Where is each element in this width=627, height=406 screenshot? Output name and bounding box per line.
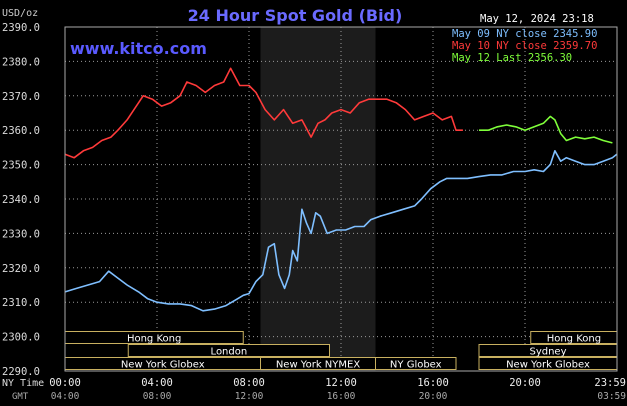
legend-entry-may09: May 09 NY close 2345.90 (452, 28, 597, 40)
x-row-label-gmt: GMT (12, 392, 29, 402)
x-tick-label-ny: 00:00 (49, 377, 81, 389)
y-tick-label: 2360.0 (2, 125, 40, 137)
x-tick-label-ny: 23:59 (594, 377, 626, 389)
y-tick-label: 2330.0 (2, 228, 40, 240)
axes: 2390.0 2380.0 2370.0 2360.0 2350.0 2340.0 2330… (2, 22, 626, 402)
y-tick-label: 2370.0 (2, 91, 40, 103)
series-line (479, 115, 613, 144)
session-label: New York Globex (121, 360, 205, 371)
x-tick-label-gmt: 03:59 (597, 391, 626, 402)
x-tick-label-gmt: 20:00 (419, 391, 448, 402)
x-tick-label-gmt: 16:00 (327, 391, 356, 402)
series-lines (64, 67, 618, 312)
y-tick-label: 2310.0 (2, 297, 40, 309)
trading-sessions: Hong Kong Hong Kong London Sydney New York G… (64, 331, 618, 371)
y-tick-label: 2320.0 (2, 263, 40, 275)
x-tick-label-ny: 12:00 (325, 377, 357, 389)
brand-link[interactable]: www.kitco.com (70, 39, 207, 58)
legend-entry-may10: May 10 NY close 2359.70 (452, 40, 597, 52)
x-tick-label-gmt: 04:00 (51, 391, 80, 402)
y-tick-label: 2380.0 (2, 56, 40, 68)
legend-entry-may12: May 12 Last 2356.30 (452, 52, 572, 64)
y-tick-label: 2350.0 (2, 160, 40, 172)
x-tick-label-ny: 16:00 (417, 377, 449, 389)
x-tick-label-ny: 08:00 (233, 377, 265, 389)
unit-label: USD/oz (2, 8, 38, 19)
y-tick-label: 2290.0 (2, 366, 40, 378)
x-tick-label-ny: 20:00 (509, 377, 541, 389)
y-tick-label: 2340.0 (2, 194, 40, 206)
session-label: Hong Kong (127, 334, 181, 345)
x-tick-label-gmt: 12:00 (235, 391, 264, 402)
session-label: London (211, 347, 248, 358)
x-row-label-nytime: NY Time (2, 378, 44, 389)
session-box (127, 344, 330, 357)
x-tick-label-ny: 04:00 (141, 377, 173, 389)
session-label: New York Globex (506, 360, 590, 371)
x-tick-label-gmt: 08:00 (143, 391, 172, 402)
series-line (64, 150, 618, 312)
chart-title: 24 Hour Spot Gold (Bid) (188, 6, 403, 25)
session-label: New York NYMEX (276, 360, 361, 371)
plot-frame (64, 26, 618, 372)
timestamp: May 12, 2024 23:18 (480, 13, 594, 25)
series-line (64, 67, 463, 159)
legend: May 09 NY close 2345.90 May 10 NY close … (452, 28, 597, 64)
y-tick-label: 2390.0 (2, 22, 40, 34)
session-label: Hong Kong (547, 334, 601, 345)
session-label: NY Globex (390, 360, 442, 371)
session-label: Sydney (529, 347, 566, 358)
session-box (375, 357, 457, 370)
y-tick-label: 2300.0 (2, 332, 40, 344)
